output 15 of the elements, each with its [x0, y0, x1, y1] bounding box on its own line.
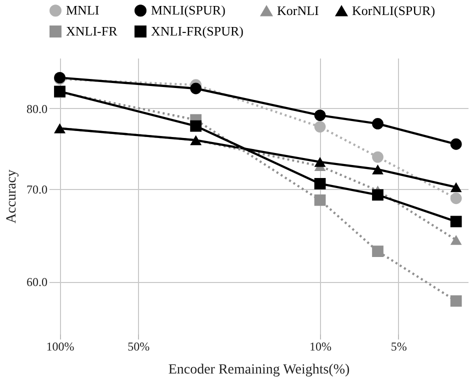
y-tick-label: 80.0 — [26, 102, 48, 116]
x-tick-label: 100% — [46, 340, 74, 354]
y-axis-title: Accuracy — [4, 170, 20, 224]
x-axis-title: Encoder Remaining Weights(%) — [168, 362, 350, 378]
y-tick-label: 60.0 — [26, 275, 48, 290]
legend-label: XNLI-FR — [66, 24, 118, 38]
legend-label: KorNLI — [277, 2, 319, 18]
legend-label: MNLI(SPUR) — [151, 2, 226, 18]
x-tick-label: 50% — [128, 340, 150, 354]
y-tick-label: 70.0 — [26, 182, 48, 196]
legend-label: MNLI — [66, 2, 100, 18]
legend-label: KorNLI(SPUR) — [352, 2, 436, 18]
legend-label: XNLI-FR(SPUR) — [151, 24, 244, 38]
x-tick-label: 5% — [390, 340, 407, 354]
x-tick-label: 10% — [310, 340, 332, 354]
